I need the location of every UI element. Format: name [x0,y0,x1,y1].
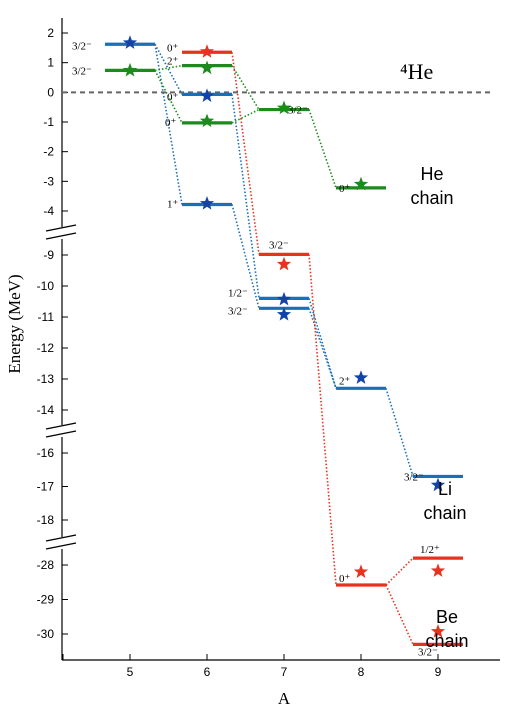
x-tick-label: 6 [204,665,211,679]
y-tick-label: -17 [37,480,55,494]
li-level-label: 3/2⁻ [228,305,248,317]
y-tick-label: 1 [47,56,54,70]
li-exp-star [199,196,215,210]
he-level-label: 3/2⁻ [288,105,308,117]
he-exp-star [199,113,215,128]
y-tick-label: -10 [37,279,55,293]
li-exp-star [276,307,292,321]
be-connector [385,584,414,645]
axis-break-gap [60,537,64,549]
he-connector [231,108,260,124]
axis-break-mark [45,224,77,232]
reference-label: ⁴He [400,59,433,84]
chain-label-li: Li [438,479,452,499]
axis-break-mark [45,430,77,438]
li-level-label: 1⁺ [167,198,179,210]
be-exp-star [430,563,446,577]
x-tick-label: 5 [127,665,134,679]
chain-label-he: He [420,164,443,184]
y-tick-label: -16 [37,446,55,460]
be-level-label: 3/2⁻ [418,646,438,658]
li-exp-star [276,291,292,306]
chain-label-be: chain [425,631,468,651]
he-level-label: 0⁺ [165,117,177,129]
be-connector [385,557,414,586]
li-exp-star [430,477,446,492]
li-exp-star [122,35,138,49]
x-axis-label: A [278,689,291,708]
be-level-label: 0⁺ [339,573,351,585]
y-tick-label: -30 [37,627,55,641]
he-exp-star [353,176,369,191]
y-axis-label: Energy (MeV) [5,274,24,373]
be-level-label: 3/2⁻ [269,239,289,251]
y-tick-label: -11 [38,310,55,324]
be-connector [308,254,337,586]
li-level-label: 1/2⁻ [228,287,248,299]
y-tick-label: 2 [47,26,54,40]
he-exp-star [199,60,215,75]
y-tick-label: -14 [37,403,55,417]
axis-break-mark [45,534,77,542]
he-exp-star [122,62,138,77]
connector-lines [154,43,414,645]
he-level-label: 3/2⁻ [72,65,92,77]
chart-labels: 2 1 0 -1 -2 -3 -4 -9 -10 -11 -12 -13 -14 -16 -17 -18 -28… [5,26,469,708]
y-tick-label: -3 [43,174,54,188]
chain-label-li: chain [423,503,466,523]
y-tick-label: -18 [37,513,55,527]
y-tick-label: -9 [43,248,54,262]
axis-break-mark [45,232,77,240]
he-connector [154,70,183,124]
li-connector [385,388,414,477]
axis-break-mark [45,422,77,430]
be-exp-star [430,624,446,638]
he-level-label: 2⁺ [167,56,179,68]
li-level-label: 0⁺ [167,91,179,103]
be-level-label: 0⁺ [167,42,179,54]
y-tick-label: -2 [43,145,54,159]
li-connector [231,94,260,299]
he-connector [154,64,183,72]
he-level-label: 0⁺ [339,183,351,195]
axis-break-gap [60,227,64,239]
be-exp-star [199,44,215,58]
li-level-label: 3/2⁻ [404,471,424,483]
y-tick-label: -4 [43,204,54,218]
x-tick-label: 8 [358,665,365,679]
be-level-label: 1/2⁺ [420,544,440,556]
li-exp-star [199,88,215,102]
y-tick-label: -13 [37,372,55,386]
energy-levels [105,42,463,646]
chain-label-be: Be [436,607,458,627]
be-connector [231,52,260,255]
x-tick-label: 7 [281,665,288,679]
be-exp-star [276,256,292,271]
y-tick-label: 0 [47,85,54,99]
y-tick-label: -28 [37,558,55,572]
li-connector [231,204,260,309]
axes [45,18,500,661]
he-exp-star [276,100,292,115]
be-exp-star [353,564,369,578]
axis-break-mark [45,542,77,550]
li-connector [308,298,337,389]
chain-label-he: chain [410,188,453,208]
axis-break-gap [60,425,64,437]
li-exp-star [353,370,369,384]
li-connector [154,44,183,205]
he-connector [231,65,260,110]
y-tick-label: -1 [43,115,54,129]
li-connector [154,43,183,95]
li-level-label: 3/2⁻ [72,40,92,52]
experimental-stars [122,35,446,638]
y-tick-label: -12 [37,341,55,355]
li-connector [308,308,337,389]
x-tick-label: 9 [435,665,442,679]
li-level-label: 2⁺ [339,375,351,387]
he-connector [308,109,337,189]
y-tick-label: -29 [37,593,55,607]
